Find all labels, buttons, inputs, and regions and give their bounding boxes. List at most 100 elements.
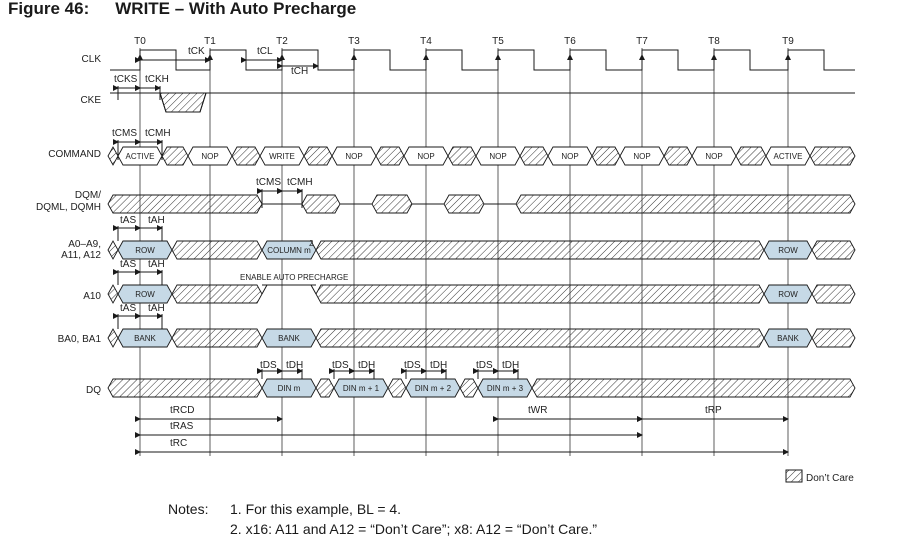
- bank-1-label: BANK: [134, 334, 156, 343]
- tdh-label-4: tDH: [502, 360, 519, 371]
- command-dont-care-2: [231, 146, 261, 166]
- note-2: 2. x16: A11 and A12 = “Don’t Care”; x8: …: [230, 521, 598, 537]
- command-dont-care-8: [663, 146, 693, 166]
- tds-label-2: tDS: [332, 360, 349, 371]
- bank-2-label: BANK: [278, 334, 300, 343]
- clk-edge-arrow-t0: [137, 54, 143, 60]
- clk-edge-arrow-t5: [495, 54, 501, 60]
- command-5-label: NOP: [417, 152, 434, 161]
- clock-label-t9: T9: [782, 36, 794, 47]
- a10-row-label: ROW: [135, 290, 155, 299]
- tah-label-a10: tAH: [148, 259, 165, 270]
- command-dont-care-start: [107, 146, 119, 166]
- trcd-label: tRCD: [170, 405, 194, 416]
- clock-label-t3: T3: [348, 36, 360, 47]
- dq-dont-care-2: [387, 378, 407, 398]
- dq-data-4-label: DIN m + 3: [487, 384, 524, 393]
- a10-dont-care-2: [315, 284, 765, 304]
- figure-caption: WRITE – With Auto Precharge: [115, 0, 357, 18]
- dqm-label-line2: DQML, DQMH: [36, 202, 101, 213]
- address-row-end-label: ROW: [778, 246, 798, 255]
- a10-label: A10: [83, 291, 101, 302]
- clock-label-t6: T6: [564, 36, 576, 47]
- tcmh-label-command: tCMH: [145, 128, 171, 139]
- clk-edge-arrow-t4: [423, 54, 429, 60]
- cke-label: CKE: [80, 95, 101, 106]
- clock-label-t5: T5: [492, 36, 504, 47]
- clk-label: CLK: [82, 54, 102, 65]
- tdh-label-2: tDH: [358, 360, 375, 371]
- signal-labels: CLK CKE COMMAND DQM/ DQML, DQMH A0–A9, A…: [36, 54, 101, 396]
- dont-care-legend-label: Don’t Care: [806, 473, 854, 484]
- cke-waveform: [110, 92, 855, 113]
- clk-rising-edge-arrows: [137, 54, 791, 60]
- command-dont-care-5: [447, 146, 477, 166]
- dqm-label-line1: DQM/: [75, 190, 101, 201]
- command-dont-care-4: [375, 146, 405, 166]
- clock-edge-labels: T0 T1 T2 T3 T4 T5 T6 T7 T8 T9: [134, 36, 794, 47]
- tcmh-label-dqm: tCMH: [287, 177, 313, 188]
- enable-auto-precharge-annotation: ENABLE AUTO PRECHARGE: [240, 273, 348, 282]
- address-dont-care-1: [171, 240, 263, 260]
- address-label-line2: A11, A12: [61, 250, 101, 261]
- tcms-label-dqm: tCMS: [256, 177, 281, 188]
- command-7-label: NOP: [561, 152, 578, 161]
- bank-dont-care-0: [107, 328, 119, 348]
- trc-label: tRC: [170, 438, 187, 449]
- column-footnote-marker: 2: [309, 239, 314, 248]
- clock-label-t0: T0: [134, 36, 146, 47]
- bank-dont-care-1: [171, 328, 263, 348]
- command-2-label: NOP: [201, 152, 218, 161]
- tdh-label-3: tDH: [430, 360, 447, 371]
- twr-label: tWR: [528, 405, 547, 416]
- address-row-label: ROW: [135, 246, 155, 255]
- tdh-label-1: tDH: [286, 360, 303, 371]
- command-9-label: NOP: [705, 152, 722, 161]
- a10-dont-care-0: [107, 284, 119, 304]
- bank-dont-care-2: [315, 328, 765, 348]
- timing-annotations: tCK tCL tCH tCKS tCKH tCMS tCMH tCMS tCM…: [112, 46, 789, 455]
- clk-edge-arrow-t7: [639, 54, 645, 60]
- clock-label-t8: T8: [708, 36, 720, 47]
- dqm-dont-care-1: [107, 194, 263, 214]
- bus-waveforms: ACTIVE NOP WRITE NOP NOP NOP NOP NOP NOP ACTIVE RO…: [107, 146, 856, 398]
- tch-label: tCH: [291, 66, 308, 77]
- clk-edge-arrow-t9: [785, 54, 791, 60]
- command-1-label: ACTIVE: [126, 152, 155, 161]
- clk-edge-arrow-t6: [567, 54, 573, 60]
- dqm-dont-care-5: [515, 194, 856, 214]
- tcl-label: tCL: [257, 46, 273, 57]
- clock-label-t1: T1: [204, 36, 216, 47]
- address-dont-care-0: [107, 240, 119, 260]
- address-dont-care-2: [315, 240, 765, 260]
- dqm-dont-care-4: [443, 194, 485, 214]
- clk-edge-arrow-t2: [279, 54, 285, 60]
- a10-row-end-label: ROW: [778, 290, 798, 299]
- command-dont-care-1: [161, 146, 189, 166]
- command-4-label: NOP: [345, 152, 362, 161]
- notes-label: Notes:: [168, 501, 209, 517]
- address-column-label: COLUMN m: [267, 246, 311, 255]
- dq-dont-care-4: [531, 378, 856, 398]
- a10-dont-care-3: [811, 284, 856, 304]
- note-1: 1. For this example, BL = 4.: [230, 501, 402, 517]
- legend: Don’t Care: [785, 469, 854, 484]
- figure-number: Figure 46:: [8, 0, 90, 18]
- dqm-dont-care-2: [301, 194, 341, 214]
- command-label: COMMAND: [48, 149, 101, 160]
- command-dont-care-6: [519, 146, 549, 166]
- command-3-label: WRITE: [269, 152, 295, 161]
- dqm-dont-care-3: [371, 194, 413, 214]
- dq-dont-care-3: [459, 378, 479, 398]
- command-dont-care-9: [735, 146, 767, 166]
- tas-label-a10: tAS: [120, 259, 136, 270]
- address-dont-care-3: [811, 240, 856, 260]
- tas-label-address: tAS: [120, 215, 136, 226]
- tah-label-address: tAH: [148, 215, 165, 226]
- figure-title: Figure 46: WRITE – With Auto Precharge: [8, 0, 356, 19]
- clock-label-t4: T4: [420, 36, 432, 47]
- trp-label: tRP: [705, 405, 722, 416]
- command-10-label: ACTIVE: [774, 152, 803, 161]
- dq-dont-care-1: [315, 378, 335, 398]
